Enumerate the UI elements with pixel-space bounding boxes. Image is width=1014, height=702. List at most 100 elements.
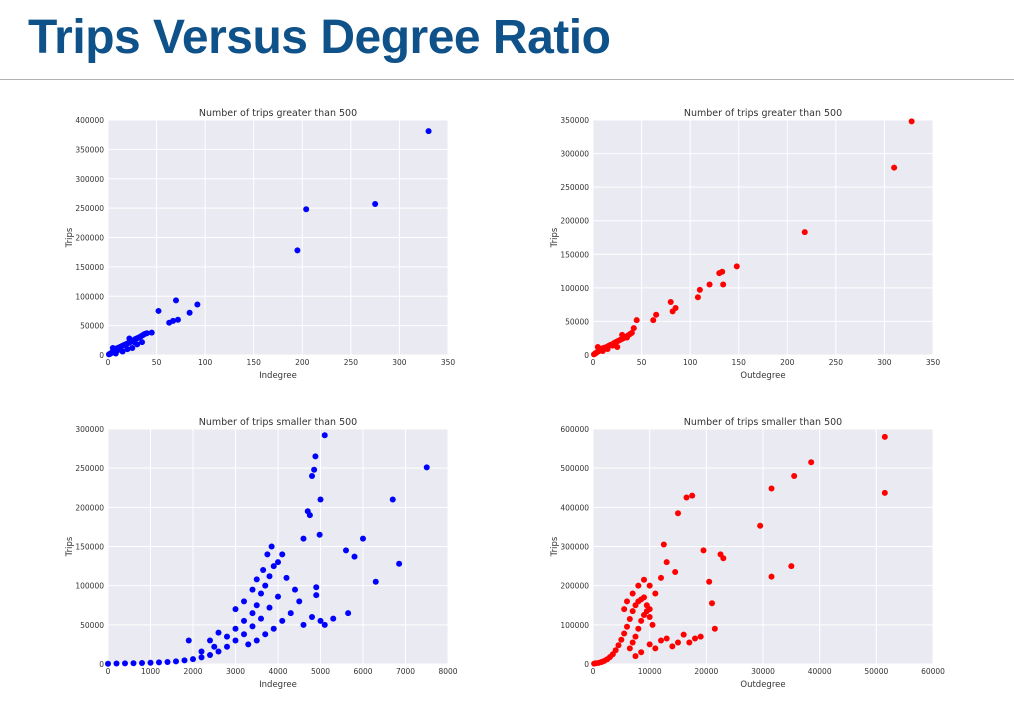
x-tick-label: 50 bbox=[152, 358, 162, 367]
y-axis-label: Trips bbox=[550, 536, 560, 557]
data-point bbox=[706, 281, 713, 288]
data-point bbox=[262, 582, 269, 589]
x-tick-label: 50 bbox=[637, 358, 647, 367]
y-tick-label: 150000 bbox=[75, 263, 104, 272]
data-point bbox=[641, 594, 647, 601]
data-point bbox=[215, 648, 222, 655]
y-tick-label: 200000 bbox=[75, 503, 104, 512]
data-point bbox=[801, 229, 808, 236]
data-point bbox=[309, 473, 315, 479]
data-point bbox=[300, 535, 307, 542]
y-tick-label: 250000 bbox=[75, 204, 104, 213]
data-point bbox=[621, 630, 628, 637]
data-point bbox=[130, 660, 137, 667]
data-point bbox=[641, 576, 647, 583]
data-point bbox=[283, 574, 290, 581]
data-point bbox=[733, 263, 740, 270]
data-point bbox=[660, 541, 667, 548]
data-point bbox=[287, 610, 294, 617]
y-tick-label: 50000 bbox=[80, 621, 104, 630]
x-tick-label: 0 bbox=[106, 667, 111, 676]
data-point bbox=[706, 578, 713, 585]
data-point bbox=[262, 631, 269, 638]
data-point bbox=[658, 574, 664, 581]
data-point bbox=[313, 584, 320, 591]
y-tick-label: 100000 bbox=[75, 582, 104, 591]
data-point bbox=[791, 473, 798, 479]
data-point bbox=[632, 653, 639, 660]
x-tick-label: 3000 bbox=[226, 667, 245, 676]
data-point bbox=[711, 625, 718, 632]
data-point bbox=[635, 625, 642, 632]
data-point bbox=[788, 563, 795, 570]
data-point bbox=[646, 614, 653, 620]
data-point bbox=[258, 615, 264, 622]
data-point bbox=[360, 535, 366, 542]
data-point bbox=[658, 637, 664, 644]
x-axis-label: Indegree bbox=[259, 371, 297, 381]
data-point bbox=[300, 621, 307, 628]
data-point bbox=[245, 641, 252, 648]
data-point bbox=[114, 347, 121, 354]
data-point bbox=[113, 660, 120, 667]
data-point bbox=[609, 342, 616, 349]
data-point bbox=[330, 615, 337, 622]
x-tick-label: 50000 bbox=[864, 667, 888, 676]
x-tick-label: 30000 bbox=[751, 667, 775, 676]
data-point bbox=[279, 551, 286, 558]
data-point bbox=[119, 348, 126, 355]
data-point bbox=[720, 555, 727, 562]
data-point bbox=[629, 608, 636, 615]
y-tick-label: 300000 bbox=[560, 150, 589, 159]
data-point bbox=[241, 617, 247, 624]
y-tick-label: 300000 bbox=[560, 543, 589, 552]
data-point bbox=[279, 617, 286, 624]
chart-title: Number of trips smaller than 500 bbox=[684, 417, 842, 428]
data-point bbox=[173, 658, 179, 665]
data-point bbox=[594, 343, 601, 350]
y-tick-label: 300000 bbox=[75, 425, 104, 434]
data-point bbox=[626, 615, 633, 622]
x-tick-label: 0 bbox=[591, 667, 596, 676]
data-point bbox=[124, 346, 131, 353]
data-point bbox=[663, 559, 670, 566]
data-point bbox=[612, 647, 619, 654]
y-axis-label: Trips bbox=[65, 227, 75, 248]
x-tick-label: 250 bbox=[829, 358, 844, 367]
x-tick-label: 2000 bbox=[183, 667, 202, 676]
data-point bbox=[372, 578, 379, 585]
data-point bbox=[306, 512, 313, 519]
y-tick-label: 0 bbox=[584, 660, 589, 669]
data-point bbox=[696, 286, 703, 293]
chart-outdegree-trips-greater-500: 0 50 100 150 200 250 300 350 0 50000 100000 150000 2… bbox=[550, 108, 940, 381]
y-tick-label: 600000 bbox=[560, 425, 589, 434]
data-point bbox=[343, 547, 349, 554]
x-tick-label: 150 bbox=[732, 358, 747, 367]
y-tick-label: 200000 bbox=[560, 582, 589, 591]
chart-indegree-trips-smaller-500: 0 1000 2000 3000 4000 5000 6000 7000 8000 0 50000 1… bbox=[65, 417, 458, 690]
data-point bbox=[680, 631, 687, 638]
y-axis-label: Trips bbox=[550, 227, 560, 248]
y-tick-label: 0 bbox=[99, 660, 104, 669]
data-point bbox=[891, 164, 898, 171]
data-point bbox=[663, 635, 670, 642]
data-point bbox=[296, 598, 303, 605]
x-tick-label: 1000 bbox=[141, 667, 160, 676]
data-point bbox=[232, 625, 239, 632]
y-tick-label: 0 bbox=[99, 351, 104, 360]
data-point bbox=[181, 657, 188, 664]
y-tick-label: 250000 bbox=[560, 183, 589, 192]
data-point bbox=[317, 496, 324, 503]
data-point bbox=[652, 590, 659, 597]
data-point bbox=[638, 649, 645, 656]
data-point bbox=[351, 553, 358, 560]
y-axis-label: Trips bbox=[65, 536, 75, 557]
y-tick-label: 250000 bbox=[75, 464, 104, 473]
data-point bbox=[604, 345, 611, 352]
data-point bbox=[768, 573, 775, 580]
x-tick-label: 350 bbox=[441, 358, 456, 367]
data-point bbox=[372, 201, 379, 208]
x-axis-label: Outdegree bbox=[740, 680, 785, 690]
x-axis-label: Indegree bbox=[259, 680, 297, 690]
data-point bbox=[629, 639, 636, 646]
